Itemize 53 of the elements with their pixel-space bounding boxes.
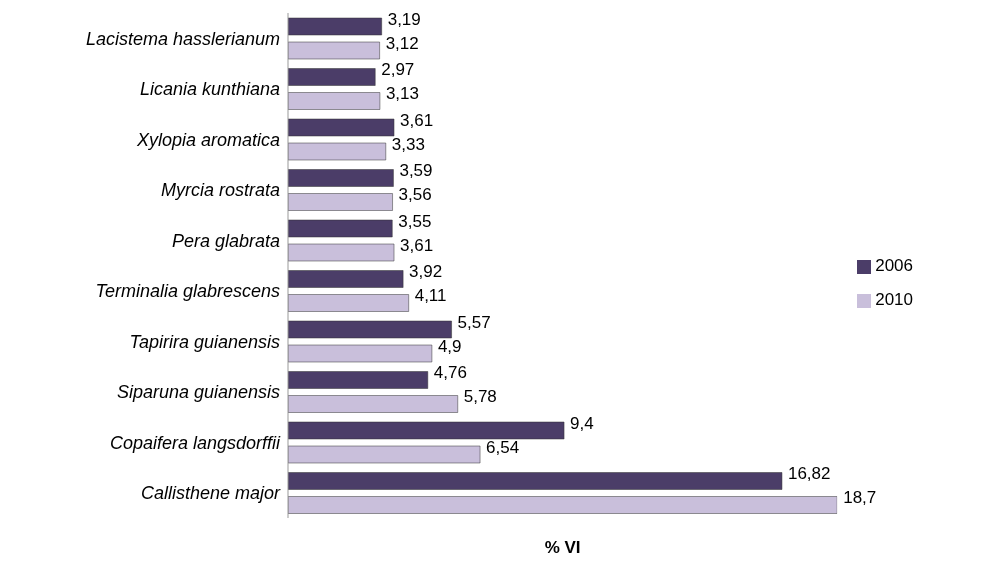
bar bbox=[288, 496, 838, 514]
bar bbox=[288, 344, 433, 363]
data-label: 3,33 bbox=[391, 134, 425, 154]
bar bbox=[288, 243, 395, 262]
bar bbox=[288, 445, 481, 464]
bar bbox=[288, 270, 404, 288]
data-label: 3,19 bbox=[387, 9, 421, 29]
bar bbox=[288, 294, 409, 312]
y-tick-label: Myrcia rostrata bbox=[160, 180, 280, 201]
data-label: 3,92 bbox=[409, 262, 443, 282]
bar bbox=[288, 371, 429, 389]
bar bbox=[288, 68, 376, 86]
data-label: 6,54 bbox=[486, 437, 520, 457]
legend-label: 2010 bbox=[875, 290, 913, 309]
data-label: 3,59 bbox=[399, 161, 433, 181]
y-tick-label: Lacistema hasslerianum bbox=[85, 28, 280, 49]
legend-label: 2006 bbox=[875, 256, 913, 275]
data-label: 2,97 bbox=[381, 60, 415, 80]
y-tick-label: Callisthene major bbox=[140, 483, 281, 504]
data-label: 4,9 bbox=[437, 336, 462, 356]
data-label: 5,78 bbox=[463, 387, 497, 407]
bar bbox=[288, 92, 381, 110]
bar bbox=[288, 169, 394, 187]
bar bbox=[288, 472, 783, 490]
bar bbox=[288, 193, 393, 211]
data-label: 3,55 bbox=[398, 211, 432, 231]
x-axis-title: % VI bbox=[544, 538, 581, 557]
y-tick-label: Tapirira guianensis bbox=[129, 331, 280, 352]
data-label: 3,61 bbox=[400, 235, 434, 255]
bar bbox=[288, 395, 458, 413]
bar bbox=[288, 41, 380, 60]
bar bbox=[288, 219, 393, 238]
data-label: 4,11 bbox=[414, 286, 447, 306]
data-label: 4,76 bbox=[433, 363, 467, 383]
data-label: 3,13 bbox=[385, 84, 420, 104]
y-tick-label: Pera glabrata bbox=[171, 230, 280, 251]
y-tick-label: Licania kunthiana bbox=[139, 79, 280, 100]
data-label: 16,82 bbox=[787, 464, 831, 484]
data-label: 18,7 bbox=[843, 488, 877, 508]
data-label: 3,56 bbox=[398, 185, 432, 205]
bar bbox=[288, 320, 452, 339]
bar bbox=[288, 118, 395, 137]
y-tick-label: Copaifera langsdorffii bbox=[109, 432, 281, 453]
data-label: 5,57 bbox=[457, 312, 491, 332]
data-label: 3,12 bbox=[385, 33, 419, 53]
bar bbox=[288, 17, 382, 36]
data-label: 9,4 bbox=[570, 413, 594, 433]
bar bbox=[288, 421, 565, 440]
data-label: 3,61 bbox=[400, 110, 434, 130]
y-tick-label: Xylopia aromatica bbox=[135, 129, 280, 150]
y-tick-label: Terminalia glabrescens bbox=[95, 281, 280, 302]
y-tick-label: Siparuna guianensis bbox=[116, 382, 280, 403]
bar bbox=[288, 142, 387, 161]
